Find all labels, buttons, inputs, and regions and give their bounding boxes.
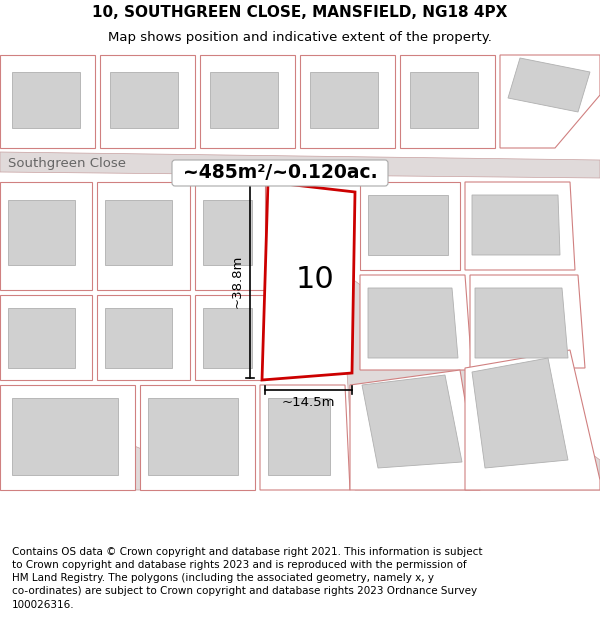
Polygon shape: [360, 275, 472, 370]
Polygon shape: [110, 72, 178, 128]
Polygon shape: [310, 72, 378, 128]
Polygon shape: [200, 55, 295, 148]
Polygon shape: [105, 308, 172, 368]
Polygon shape: [140, 385, 255, 490]
Polygon shape: [203, 200, 252, 265]
Polygon shape: [105, 200, 172, 265]
Polygon shape: [0, 182, 92, 290]
Text: ~14.5m: ~14.5m: [282, 396, 335, 409]
Polygon shape: [195, 182, 265, 290]
Polygon shape: [12, 398, 118, 475]
Polygon shape: [97, 182, 190, 290]
Polygon shape: [0, 295, 92, 380]
Polygon shape: [362, 375, 462, 468]
Polygon shape: [360, 182, 460, 270]
Polygon shape: [350, 370, 480, 490]
Polygon shape: [340, 270, 600, 490]
Text: Contains OS data © Crown copyright and database right 2021. This information is : Contains OS data © Crown copyright and d…: [12, 547, 482, 609]
Polygon shape: [465, 350, 600, 490]
Text: 10, SOUTHGREEN CLOSE, MANSFIELD, NG18 4PX: 10, SOUTHGREEN CLOSE, MANSFIELD, NG18 4P…: [92, 5, 508, 20]
Polygon shape: [400, 55, 495, 148]
Polygon shape: [500, 55, 600, 148]
Polygon shape: [8, 200, 75, 265]
Polygon shape: [148, 398, 238, 475]
Polygon shape: [465, 182, 575, 270]
Polygon shape: [8, 308, 75, 368]
Polygon shape: [262, 182, 355, 380]
Polygon shape: [100, 55, 195, 148]
Polygon shape: [268, 398, 330, 475]
Polygon shape: [472, 358, 568, 468]
Text: Southgreen Close: Southgreen Close: [8, 156, 126, 169]
Polygon shape: [273, 285, 340, 358]
Polygon shape: [0, 55, 95, 148]
Polygon shape: [0, 385, 135, 490]
Polygon shape: [195, 295, 265, 380]
Polygon shape: [475, 288, 568, 358]
Text: Map shows position and indicative extent of the property.: Map shows position and indicative extent…: [108, 31, 492, 44]
FancyBboxPatch shape: [172, 160, 388, 186]
Polygon shape: [0, 50, 600, 540]
Polygon shape: [12, 72, 80, 128]
Polygon shape: [508, 58, 590, 112]
Polygon shape: [300, 55, 395, 148]
Polygon shape: [368, 288, 458, 358]
Polygon shape: [0, 390, 180, 490]
Text: 10: 10: [296, 266, 334, 294]
Polygon shape: [210, 72, 278, 128]
Polygon shape: [472, 195, 560, 255]
Polygon shape: [260, 385, 350, 490]
Polygon shape: [203, 308, 252, 368]
Text: ~485m²/~0.120ac.: ~485m²/~0.120ac.: [182, 164, 377, 182]
Polygon shape: [368, 195, 448, 255]
Polygon shape: [470, 275, 585, 368]
Polygon shape: [97, 295, 190, 380]
Polygon shape: [410, 72, 478, 128]
Text: ~38.8m: ~38.8m: [230, 254, 244, 308]
Polygon shape: [0, 152, 600, 178]
